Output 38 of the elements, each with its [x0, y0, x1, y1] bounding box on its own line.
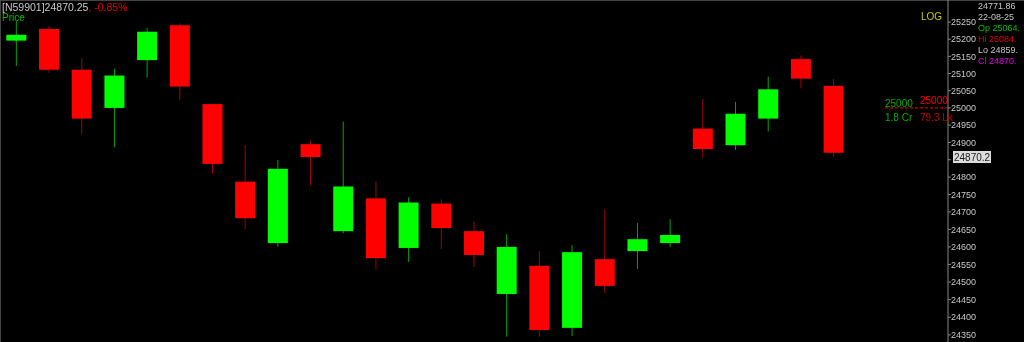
candlestick: [300, 139, 321, 186]
candlestick: [692, 98, 713, 159]
y-tick-label: 24900: [951, 137, 977, 148]
text: Hi 25084.: [978, 34, 1017, 44]
y-tick-label: 24700: [951, 207, 977, 218]
candlestick: [627, 222, 648, 270]
y-tick-label: 25050: [951, 85, 977, 96]
y-tick-label: 25100: [951, 68, 977, 79]
y-tick-label: 24500: [951, 277, 977, 288]
text: 24870.2: [954, 151, 991, 163]
y-tick-label: 24600: [951, 242, 977, 253]
y-tick-label: 25200: [951, 34, 977, 45]
candlestick: [6, 20, 27, 67]
y-tick-label: 25000: [951, 103, 977, 114]
text: Cl 24870.: [978, 56, 1017, 66]
text: 24771.86: [978, 1, 1016, 11]
annotation: 79.3 Lk: [920, 112, 954, 123]
text: 22-08-25: [978, 12, 1015, 22]
candlestick: [790, 54, 811, 89]
candlestick: [660, 218, 681, 248]
y-tick-label: 24750: [951, 189, 977, 200]
annotation: 25000: [885, 98, 914, 109]
ref-line-label: 25000: [920, 94, 949, 106]
candlestick: [464, 220, 484, 268]
text: Op 25064.: [978, 23, 1021, 33]
chart-subtitle: , -0.85%: [88, 1, 128, 13]
y-tick-label: 25250: [951, 17, 977, 28]
y-tick-label: 24800: [951, 172, 977, 183]
y-tick-label: 24650: [951, 224, 977, 235]
y-tick-label: 24400: [951, 312, 977, 323]
y-tick-label: 24350: [951, 330, 977, 341]
y-tick-label: 24550: [951, 259, 977, 270]
text: Lo 24859.: [978, 45, 1019, 55]
y-tick-label: 24950: [951, 120, 977, 131]
y-tick-label: 24450: [951, 294, 977, 305]
y-tick-label: 25150: [951, 51, 977, 62]
annotation: LOG: [920, 11, 943, 22]
annotation: 1.8 Cr: [885, 112, 913, 123]
